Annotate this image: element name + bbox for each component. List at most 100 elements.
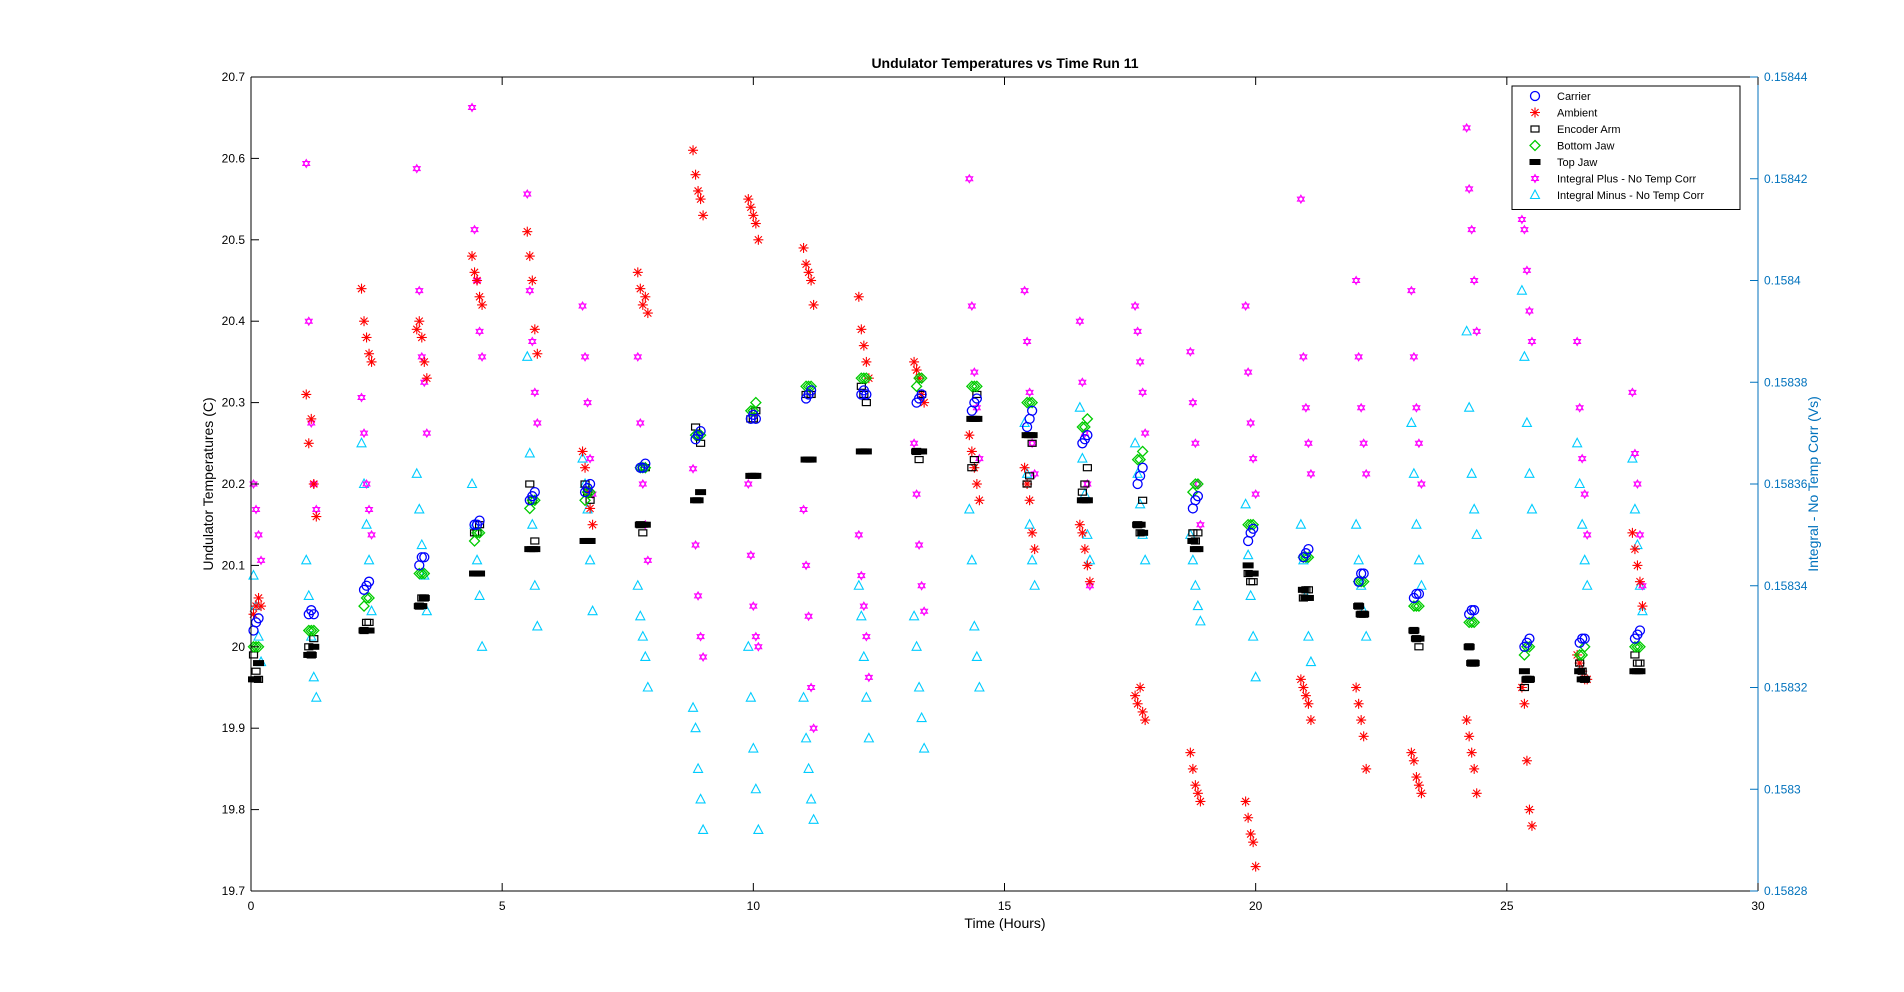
data-point [468, 535, 481, 547]
data-point [1417, 479, 1426, 489]
plot-area [247, 102, 1648, 872]
data-point [1353, 603, 1365, 610]
data-point [1134, 453, 1147, 466]
data-point [1301, 402, 1311, 413]
data-point [1359, 438, 1368, 449]
data-point [1463, 616, 1476, 629]
data-point [971, 650, 983, 662]
data-point [808, 813, 820, 824]
y2-tick-label: 0.15828 [1764, 884, 1808, 898]
data-point [474, 570, 486, 577]
data-point [966, 554, 978, 565]
y-axis-ticks: 19.7 19.8 19.9 20 20.1 20.2 20.3 20.4 20.5 20.6 20… [222, 70, 259, 898]
data-point [474, 589, 485, 600]
data-point [916, 448, 928, 455]
data-point [1577, 453, 1587, 464]
data-point [1413, 554, 1425, 565]
data-point [363, 592, 375, 604]
data-point [858, 650, 870, 662]
data-point [1576, 649, 1589, 661]
data-point [311, 511, 322, 522]
data-point [697, 823, 709, 835]
data-point [1027, 527, 1038, 538]
data-point [1358, 611, 1370, 618]
data-point [637, 630, 649, 641]
data-point [1356, 402, 1366, 413]
data-point [974, 495, 985, 506]
data-point [587, 605, 599, 616]
data-point [1350, 518, 1362, 529]
data-point [1076, 421, 1089, 433]
data-point [1248, 578, 1258, 586]
data-point [745, 691, 757, 702]
data-point [1078, 421, 1091, 433]
data-point [530, 387, 540, 398]
data-point [971, 393, 983, 404]
data-point [1634, 576, 1645, 587]
data-point [1468, 616, 1481, 629]
data-point [528, 494, 541, 507]
y-tick-label: 19.7 [222, 884, 246, 898]
data-point [310, 691, 322, 702]
data-point [1634, 668, 1646, 675]
data-point [1634, 640, 1646, 653]
data-point [1633, 478, 1642, 490]
legend-label: Carrier [1557, 91, 1591, 103]
data-point [1075, 316, 1085, 327]
data-point [1406, 747, 1417, 758]
data-point [254, 529, 263, 540]
data-point [917, 580, 926, 591]
data-point [304, 316, 314, 327]
data-point [1360, 630, 1372, 641]
series-integral-minus-no-temp-corr [248, 284, 1648, 835]
data-point [1248, 453, 1258, 464]
data-point [640, 458, 651, 469]
data-point [1137, 529, 1149, 536]
data-point [909, 356, 920, 367]
data-point [526, 518, 538, 529]
data-point [1351, 275, 1361, 286]
data-point [1295, 674, 1306, 685]
data-point [808, 299, 819, 310]
data-point [1574, 658, 1585, 669]
data-point [690, 169, 701, 180]
data-point [1192, 546, 1204, 553]
data-point [637, 299, 648, 310]
data-point [1131, 453, 1144, 466]
data-point [754, 641, 763, 652]
data-point [859, 601, 869, 612]
data-point [801, 560, 811, 571]
legend-marker [1529, 139, 1541, 152]
data-point [1519, 683, 1530, 692]
data-point [306, 413, 317, 424]
data-point [1186, 346, 1195, 357]
data-point [1634, 625, 1646, 636]
data-point [863, 732, 875, 743]
data-point [1472, 326, 1482, 337]
data-point [855, 610, 867, 621]
data-point [1243, 367, 1253, 378]
data-point [363, 627, 375, 634]
data-point [416, 552, 427, 563]
data-point [412, 163, 422, 174]
data-point [913, 372, 926, 385]
data-point [1297, 586, 1309, 593]
data-point [1579, 676, 1591, 683]
data-point [1248, 837, 1259, 848]
data-point [1468, 503, 1480, 514]
data-point [1412, 402, 1421, 413]
series-ambient [248, 145, 1648, 872]
data-point [1575, 402, 1585, 413]
data-point [584, 537, 596, 544]
data-point [801, 259, 812, 270]
data-point [1582, 529, 1592, 540]
y-tick-label: 19.9 [222, 721, 246, 735]
y2-tick-label: 0.15838 [1764, 375, 1808, 389]
y-tick-label: 20.6 [222, 151, 246, 165]
data-point [919, 606, 929, 617]
data-point [1358, 568, 1369, 579]
data-point [853, 291, 864, 302]
data-point [970, 367, 979, 378]
legend-label: Top Jaw [1557, 157, 1597, 169]
data-point [1023, 396, 1036, 409]
